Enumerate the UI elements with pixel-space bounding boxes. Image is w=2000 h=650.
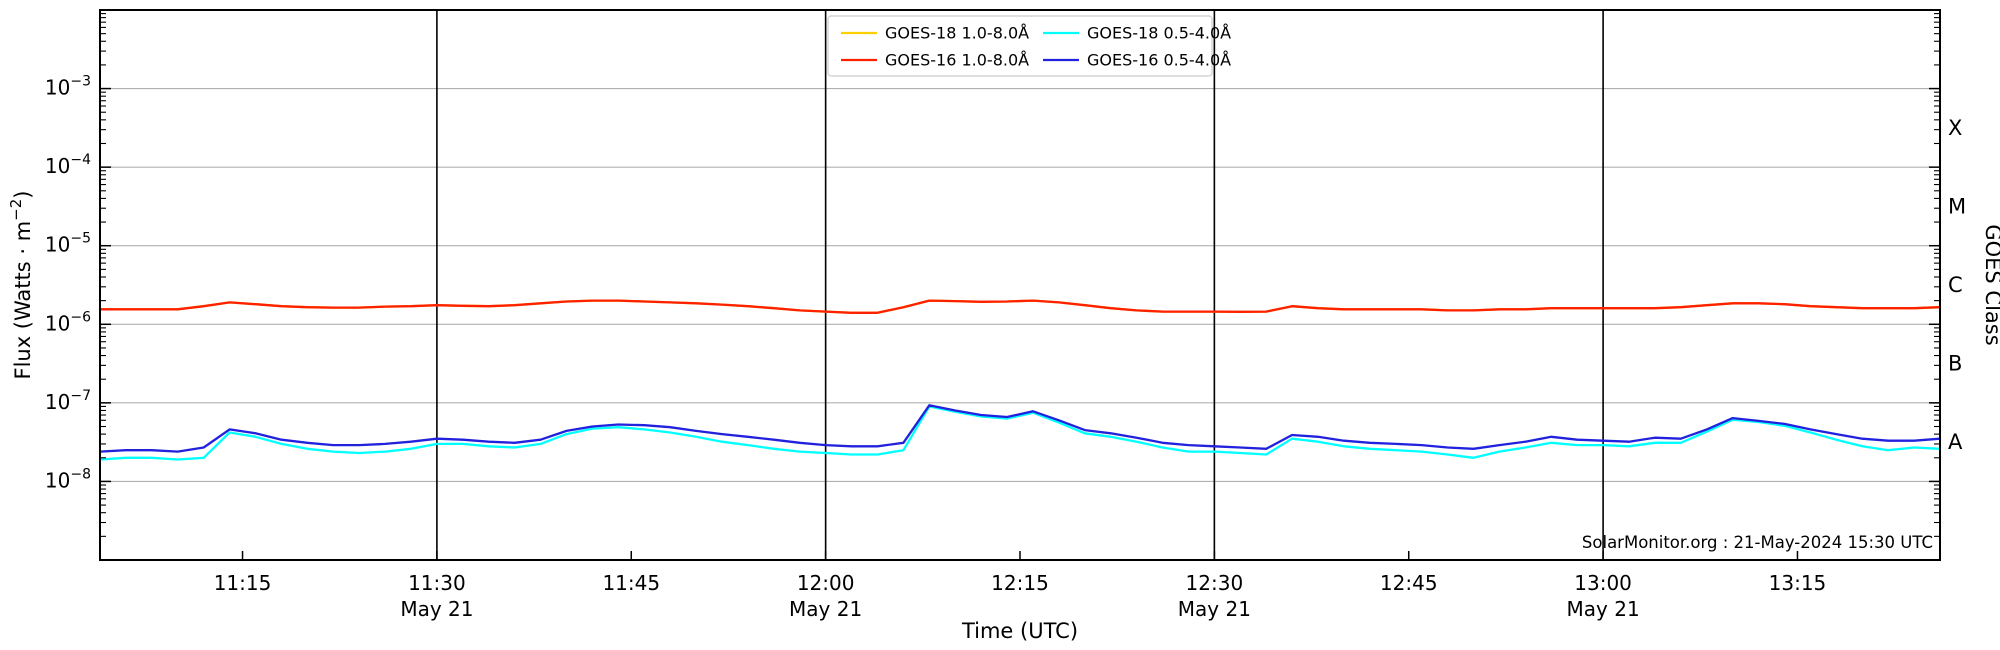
svg-text:X: X	[1948, 116, 1962, 140]
date-sublabels: May 21 May 21 May 21 May 21	[400, 597, 1639, 621]
series-goes-16-1-0-8-0	[98, 299, 1942, 314]
svg-text:A: A	[1948, 430, 1963, 454]
legend-entry-goes-18-0-5-4-0: GOES-18 0.5-4.0Å	[1043, 24, 1231, 43]
series-goes-18-0-5-4-0	[98, 405, 1942, 461]
legend-entry-goes-16-0-5-4-0: GOES-16 0.5-4.0Å	[1043, 51, 1231, 70]
day-marker-lines	[436, 10, 1604, 560]
svg-text:10−8: 10−8	[45, 466, 91, 492]
series-goes-16-0-5-4-0	[98, 404, 1942, 453]
svg-text:12:45: 12:45	[1380, 571, 1438, 595]
svg-text:12:30: 12:30	[1186, 571, 1244, 595]
grid-lines	[100, 88, 1940, 482]
svg-text:May 21: May 21	[1567, 597, 1640, 621]
y-axis-title-right: GOES Class	[1981, 224, 2000, 345]
legend-entry-label: GOES-18 0.5-4.0Å	[1087, 24, 1231, 43]
legend-entry-goes-16-1-0-8-0: GOES-16 1.0-8.0Å	[841, 51, 1029, 70]
svg-text:GOES Class: GOES Class	[1981, 224, 2000, 345]
x-axis-title: Time (UTC)	[961, 619, 1078, 643]
y-axis-title-left: Flux (Watts · m−2)	[7, 190, 35, 379]
plot-border	[99, 9, 1941, 561]
svg-text:11:30: 11:30	[408, 571, 466, 595]
legend-entry-label: GOES-16 1.0-8.0Å	[885, 51, 1029, 70]
svg-text:B: B	[1948, 352, 1962, 376]
svg-text:SolarMonitor.org : 21-May-2024: SolarMonitor.org : 21-May-2024 15:30 UTC	[1582, 533, 1933, 552]
svg-text:12:15: 12:15	[991, 571, 1049, 595]
svg-text:11:45: 11:45	[602, 571, 660, 595]
x-axis-ticks	[241, 551, 1799, 560]
svg-text:11:15: 11:15	[214, 571, 272, 595]
svg-text:13:15: 13:15	[1769, 571, 1827, 595]
svg-text:13:00: 13:00	[1574, 571, 1632, 595]
svg-text:May 21: May 21	[789, 597, 862, 621]
legend-entry-label: GOES-18 1.0-8.0Å	[885, 24, 1029, 43]
svg-text:12:00: 12:00	[797, 571, 855, 595]
svg-text:May 21: May 21	[1178, 597, 1251, 621]
svg-text:May 21: May 21	[400, 597, 473, 621]
legend-entry-label: GOES-16 0.5-4.0Å	[1087, 51, 1231, 70]
goes-class-labels: X M C B A	[1948, 116, 1966, 454]
svg-text:C: C	[1948, 273, 1963, 297]
x-tick-labels: 11:15 11:30 11:45 12:00 12:15 12:30 12:45 13:00…	[214, 571, 1827, 595]
y-tick-labels: 10−310−410−510−610−710−8	[45, 74, 91, 493]
legend-entry-goes-18-1-0-8-0: GOES-18 1.0-8.0Å	[841, 24, 1029, 43]
svg-text:Flux (Watts · m−2): Flux (Watts · m−2)	[7, 190, 35, 379]
svg-text:M: M	[1948, 194, 1966, 218]
legend: GOES-18 1.0-8.0Å GOES-16 1.0-8.0Å GOES-18 …	[827, 15, 1231, 77]
watermark: SolarMonitor.org : 21-May-2024 15:30 UTC	[1582, 533, 1933, 552]
svg-text:Time (UTC): Time (UTC)	[961, 619, 1078, 643]
